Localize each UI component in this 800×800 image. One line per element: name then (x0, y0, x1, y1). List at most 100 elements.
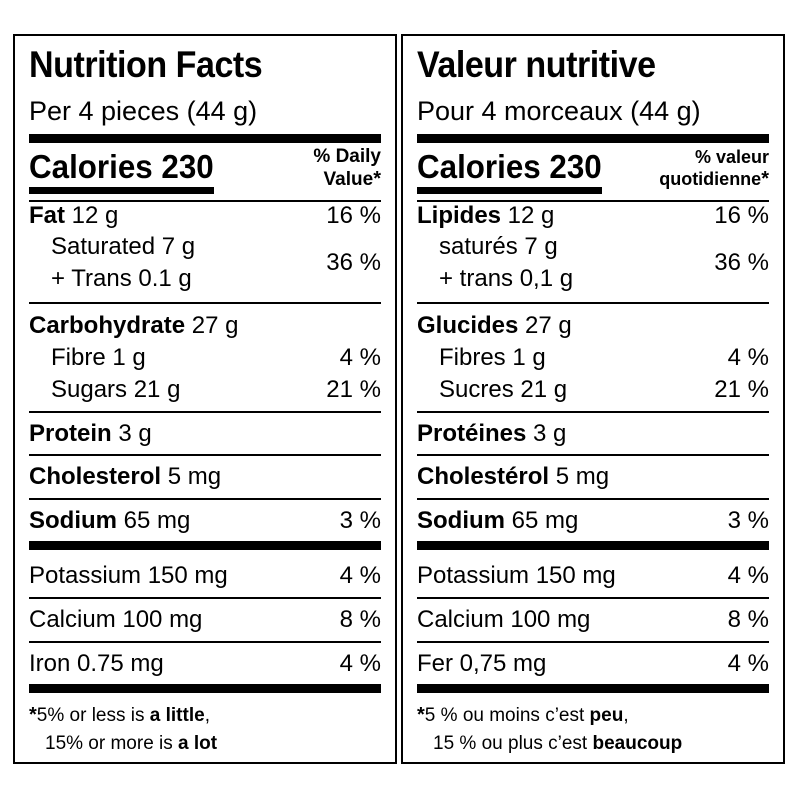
divider (417, 597, 769, 599)
nutrient-name: Sucres 21 g (439, 376, 568, 403)
nutrient-name: Potassium 150 mg (417, 562, 616, 589)
nutrient-percent: 16 % (326, 202, 381, 229)
divider (29, 641, 381, 643)
footnote-line-2: 15 % ou plus c’est beaucoup (433, 730, 682, 757)
divider (417, 302, 769, 304)
nutrient-percent: 21 % (714, 376, 769, 403)
divider-thick (29, 134, 381, 143)
nutrition-facts-panel-en: Nutrition Facts Per 4 pieces (44 g) Calo… (13, 34, 397, 764)
divider-thick (29, 684, 381, 693)
divider (29, 454, 381, 456)
nutrient-name: Glucides (417, 312, 519, 339)
nutrient-name: saturés 7 g (439, 233, 558, 260)
nutrient-name: Cholestérol (417, 463, 550, 490)
nutrient-name: Saturated 7 g (51, 233, 196, 260)
nutrient-name: Carbohydrate (29, 312, 186, 339)
divider (29, 411, 381, 413)
nutrient-amount: 12 g (501, 202, 555, 229)
nutrient-name: Sodium (417, 507, 505, 534)
divider-thick (417, 684, 769, 693)
nutrient-amount: 3 g (526, 420, 567, 447)
nutrient-name: Iron 0.75 mg (29, 650, 164, 677)
nutrient-name: Fat (29, 202, 65, 229)
divider (29, 597, 381, 599)
asterisk: * (29, 704, 37, 726)
nutrient-name: Sodium (29, 507, 117, 534)
daily-value-header: % valeur quotidienne* (659, 146, 769, 190)
nutrient-name: Sugars 21 g (51, 376, 181, 403)
nutrition-facts-panel-fr: Valeur nutritive Pour 4 morceaux (44 g) … (401, 34, 785, 764)
nutrient-amount: 65 mg (505, 507, 579, 534)
nutrient-percent: 3 % (339, 507, 381, 534)
nutrient-name: Lipides (417, 202, 502, 229)
nutrient-percent: 3 % (727, 507, 769, 534)
footnote-emphasis: beaucoup (592, 733, 683, 754)
calories-label: Calories 230 (417, 148, 602, 185)
nutrient-amount: 5 mg (161, 463, 222, 490)
nutrient-amount: 65 mg (117, 507, 191, 534)
nutrient-amount: 3 g (111, 420, 152, 447)
serving-size: Pour 4 morceaux (44 g) (417, 96, 701, 126)
nutrient-percent: 4 % (339, 650, 381, 677)
daily-value-header-line1: % Daily (313, 146, 381, 167)
nutrient-percent: 4 % (339, 344, 381, 371)
divider (29, 302, 381, 304)
nutrient-name: Calcium 100 mg (417, 606, 591, 633)
nutrient-percent: 4 % (727, 562, 769, 589)
nutrient-percent: 16 % (714, 202, 769, 229)
nutrient-amount: 5 mg (549, 463, 610, 490)
nutrient-percent: 36 % (326, 249, 381, 276)
divider-thick (29, 541, 381, 550)
footnote-emphasis: peu (589, 705, 624, 726)
nutrient-name: Protein (29, 420, 112, 447)
divider (29, 200, 381, 202)
nutrient-amount: 27 g (185, 312, 239, 339)
footnote-text: 15 % ou plus c’est (433, 733, 593, 754)
calories-label: Calories 230 (29, 148, 214, 185)
nutrient-percent: 4 % (727, 344, 769, 371)
divider-thick (417, 134, 769, 143)
divider (417, 411, 769, 413)
footnote-text: 5 % ou moins c’est (424, 705, 590, 726)
asterisk: * (761, 168, 769, 190)
nutrient-percent: 4 % (339, 562, 381, 589)
divider (417, 200, 769, 202)
divider (417, 641, 769, 643)
nutrient-percent: 8 % (727, 606, 769, 633)
footnote-line-1: *5% or less is a little, (29, 704, 210, 726)
nutrient-percent: 4 % (727, 650, 769, 677)
footnote-line-1: *5 % ou moins c’est peu, (417, 704, 629, 726)
nutrient-name: Fibre 1 g (51, 344, 146, 371)
nutrient-name: Fer 0,75 mg (417, 650, 547, 677)
footnote-emphasis: a lot (178, 733, 218, 754)
panel-title: Valeur nutritive (417, 44, 656, 85)
nutrient-percent: 36 % (714, 249, 769, 276)
nutrient-name: Potassium 150 mg (29, 562, 228, 589)
daily-value-header-line2: quotidienne (659, 169, 762, 189)
asterisk: * (373, 168, 381, 190)
footnote-emphasis: a little (149, 705, 205, 726)
footnote-text: 5% or less is (36, 705, 150, 726)
panel-title: Nutrition Facts (29, 44, 263, 85)
divider (417, 454, 769, 456)
nutrient-amount: 12 g (65, 202, 119, 229)
divider-thick (417, 541, 769, 550)
nutrient-name: + trans 0,1 g (439, 265, 574, 292)
nutrient-name: Calcium 100 mg (29, 606, 203, 633)
nutrient-percent: 8 % (339, 606, 381, 633)
nutrient-name: Protéines (417, 420, 527, 447)
nutrient-percent: 21 % (326, 376, 381, 403)
nutrient-name: + Trans 0.1 g (51, 265, 192, 292)
calories-underline (29, 187, 214, 194)
serving-size: Per 4 pieces (44 g) (29, 96, 258, 126)
nutrient-amount: 27 g (518, 312, 572, 339)
daily-value-header: % Daily Value* (313, 146, 381, 191)
daily-value-header-line1: % valeur (694, 147, 769, 167)
nutrient-name: Cholesterol (29, 463, 162, 490)
calories-underline (417, 187, 602, 194)
divider (29, 498, 381, 500)
nutrient-name: Fibres 1 g (439, 344, 546, 371)
asterisk: * (417, 704, 425, 726)
divider (417, 498, 769, 500)
footnote-text: 15% or more is (45, 733, 179, 754)
